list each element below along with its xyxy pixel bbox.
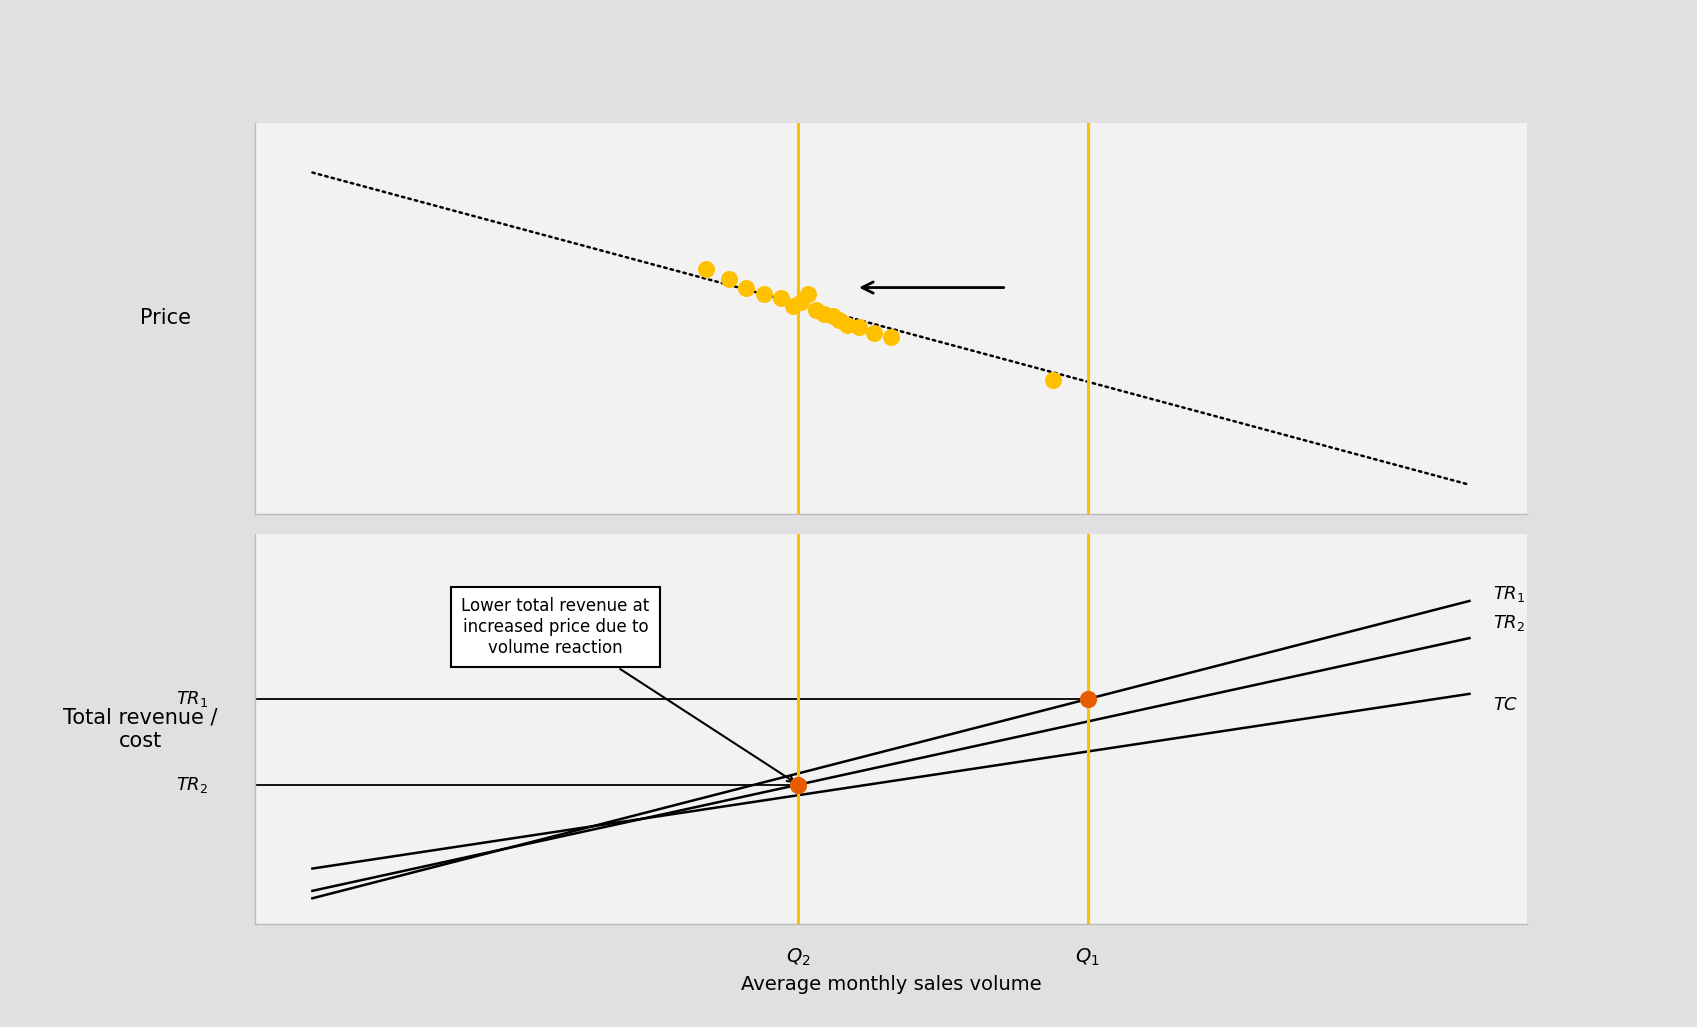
Text: $TR_2$: $TR_2$ [176, 774, 209, 795]
Point [787, 294, 815, 310]
Point [794, 286, 821, 302]
Point [877, 329, 905, 345]
Point [809, 306, 837, 322]
Text: $Q_1$: $Q_1$ [1076, 947, 1100, 967]
Text: Total revenue /
cost: Total revenue / cost [63, 708, 217, 751]
Point [825, 312, 852, 329]
Point [803, 302, 830, 318]
Point [845, 318, 872, 335]
Point [692, 261, 720, 277]
Point [820, 308, 847, 325]
Point [1074, 691, 1101, 708]
Point [784, 776, 811, 793]
Text: $TR_1$: $TR_1$ [1493, 583, 1526, 604]
Text: Lower total revenue at
increased price due to
volume reaction: Lower total revenue at increased price d… [462, 597, 794, 782]
Text: $Q_2$: $Q_2$ [786, 947, 811, 967]
Text: Price: Price [139, 308, 192, 329]
Point [833, 316, 860, 333]
Point [1039, 372, 1066, 388]
Text: $TR_1$: $TR_1$ [176, 689, 209, 709]
Point [860, 325, 888, 341]
Text: $TR_2$: $TR_2$ [1493, 613, 1526, 634]
Point [716, 271, 743, 288]
Point [779, 298, 806, 314]
Point [733, 279, 760, 296]
Text: Average monthly sales volume: Average monthly sales volume [740, 975, 1042, 994]
Point [750, 286, 777, 302]
Text: $TC$: $TC$ [1493, 696, 1519, 714]
Point [767, 290, 794, 306]
